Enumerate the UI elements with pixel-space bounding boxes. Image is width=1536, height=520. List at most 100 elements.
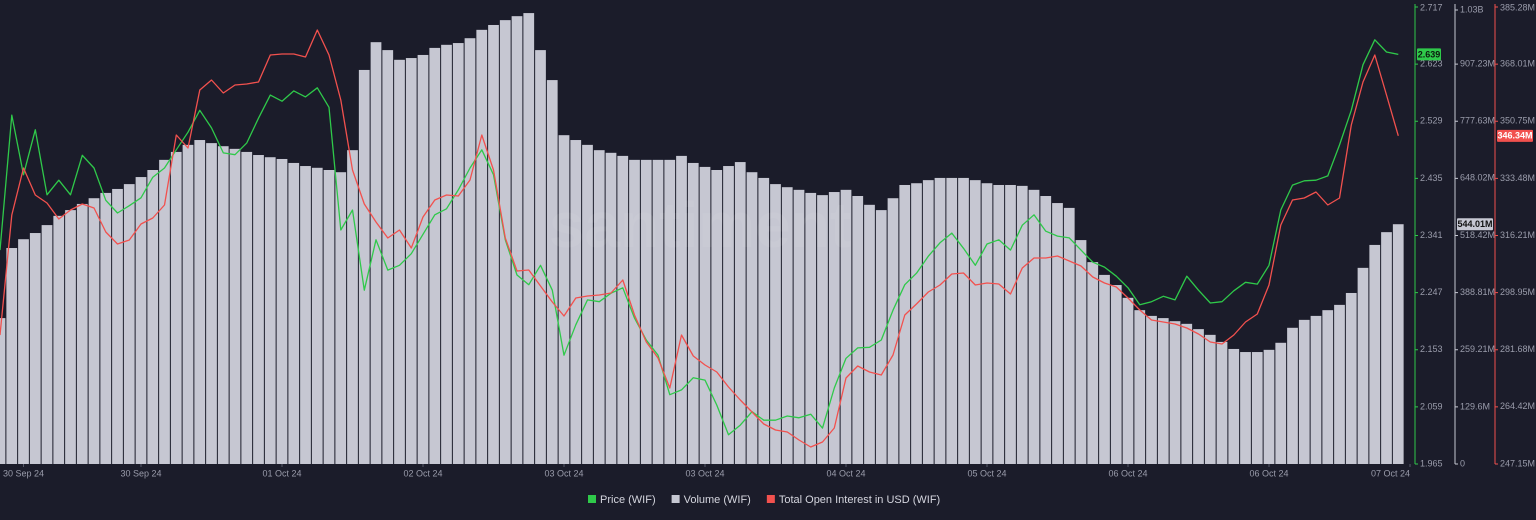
- y-tick-label: 368.01M: [1500, 59, 1535, 69]
- bar: [875, 210, 887, 464]
- bar: [1040, 196, 1052, 465]
- legend-swatch: [766, 495, 775, 503]
- bar: [1345, 292, 1357, 464]
- bar: [582, 144, 593, 464]
- bar: [1075, 240, 1087, 464]
- bar: [723, 166, 734, 464]
- y-tick-label: 518.42M: [1460, 230, 1495, 240]
- bar: [570, 140, 582, 464]
- x-tick-label: 30 Sep 24: [120, 468, 161, 478]
- bar: [1110, 285, 1122, 464]
- bar: [300, 166, 311, 464]
- bar: [499, 20, 511, 464]
- bar: [194, 140, 206, 464]
- bar: [793, 189, 805, 464]
- bar: [535, 50, 546, 465]
- bar: [0, 318, 6, 464]
- volume-bars: [0, 13, 1404, 465]
- bar: [1193, 329, 1204, 464]
- bar: [405, 58, 417, 465]
- y-tick-label: 316.21M: [1500, 230, 1535, 240]
- bar: [1052, 203, 1063, 464]
- bar: [664, 159, 676, 464]
- bar: [934, 177, 946, 465]
- bar: [558, 135, 570, 464]
- legend-swatch: [671, 495, 680, 503]
- bar: [241, 151, 253, 465]
- y-tick-label: 2.623: [1420, 59, 1443, 69]
- bar: [323, 170, 335, 465]
- bar: [358, 69, 370, 464]
- bar: [147, 170, 159, 465]
- bar: [217, 146, 229, 464]
- bar: [1287, 327, 1298, 464]
- x-tick-label: 02 Oct 24: [403, 468, 442, 478]
- bar: [476, 29, 488, 465]
- bar: [100, 192, 112, 464]
- bar: [123, 184, 135, 464]
- bar: [1169, 321, 1181, 464]
- y-tick-label: 1.965: [1420, 458, 1443, 468]
- legend-label: Price (WIF): [600, 494, 656, 506]
- bar: [1016, 185, 1028, 464]
- legend-swatch: [588, 495, 596, 503]
- bar: [758, 177, 770, 465]
- bar: [1240, 352, 1251, 464]
- y-tick-label: 281.68M: [1500, 344, 1535, 354]
- bar: [1122, 297, 1134, 464]
- bar: [1146, 315, 1157, 464]
- bar: [112, 188, 123, 464]
- badge-label: 2.639: [1418, 49, 1441, 59]
- bar: [1275, 342, 1287, 464]
- bar: [899, 184, 911, 464]
- badge-box: [1457, 218, 1493, 231]
- x-tick-label: 06 Oct 24: [1108, 468, 1147, 478]
- bar: [1087, 262, 1099, 464]
- current-value-badge: 346.34M: [1497, 129, 1533, 142]
- bar: [911, 183, 922, 464]
- x-tick-label: 03 Oct 24: [544, 468, 583, 478]
- x-tick-label: 03 Oct 24: [685, 468, 724, 478]
- bar: [41, 225, 53, 464]
- legend: Price (WIF) Volume (WIF) Total Open Intere…: [588, 494, 940, 506]
- bar: [229, 148, 241, 465]
- bar: [488, 24, 499, 465]
- badge-box: [1497, 129, 1533, 142]
- legend-label: Volume (WIF): [684, 494, 751, 506]
- y-tick-label: 2.435: [1420, 173, 1443, 183]
- bar: [1369, 244, 1381, 464]
- x-tick-label: 05 Oct 24: [967, 468, 1006, 478]
- y-tick-label: 385.28M: [1500, 2, 1535, 12]
- bar: [1251, 352, 1263, 464]
- bar: [452, 43, 464, 464]
- bar: [1005, 184, 1016, 464]
- bar: [1157, 318, 1169, 464]
- bar: [135, 177, 147, 464]
- bar: [394, 59, 405, 465]
- y-tick-label: 777.63M: [1460, 116, 1495, 126]
- bar: [1298, 319, 1310, 464]
- bar: [1134, 310, 1146, 464]
- badge-box: [1417, 48, 1441, 61]
- bar: [1181, 323, 1193, 464]
- bar: [805, 192, 817, 464]
- y-tick-label: 2.247: [1420, 287, 1443, 297]
- bar: [429, 47, 441, 464]
- bar: [76, 203, 88, 465]
- bar: [817, 195, 828, 464]
- watermark: santiment: [549, 189, 851, 261]
- bar: [640, 159, 652, 464]
- bar: [828, 192, 840, 464]
- bar: [770, 184, 781, 464]
- y-tick-label: 350.75M: [1500, 116, 1535, 126]
- bar: [29, 233, 41, 464]
- bar: [276, 158, 288, 464]
- bar: [617, 155, 629, 464]
- bar: [1381, 232, 1392, 464]
- bar: [159, 159, 170, 464]
- y-tick-label: 2.341: [1420, 230, 1443, 240]
- bar: [1028, 189, 1040, 464]
- bar: [65, 210, 76, 464]
- y-tick-label: 907.23M: [1460, 58, 1495, 68]
- bar: [946, 177, 958, 465]
